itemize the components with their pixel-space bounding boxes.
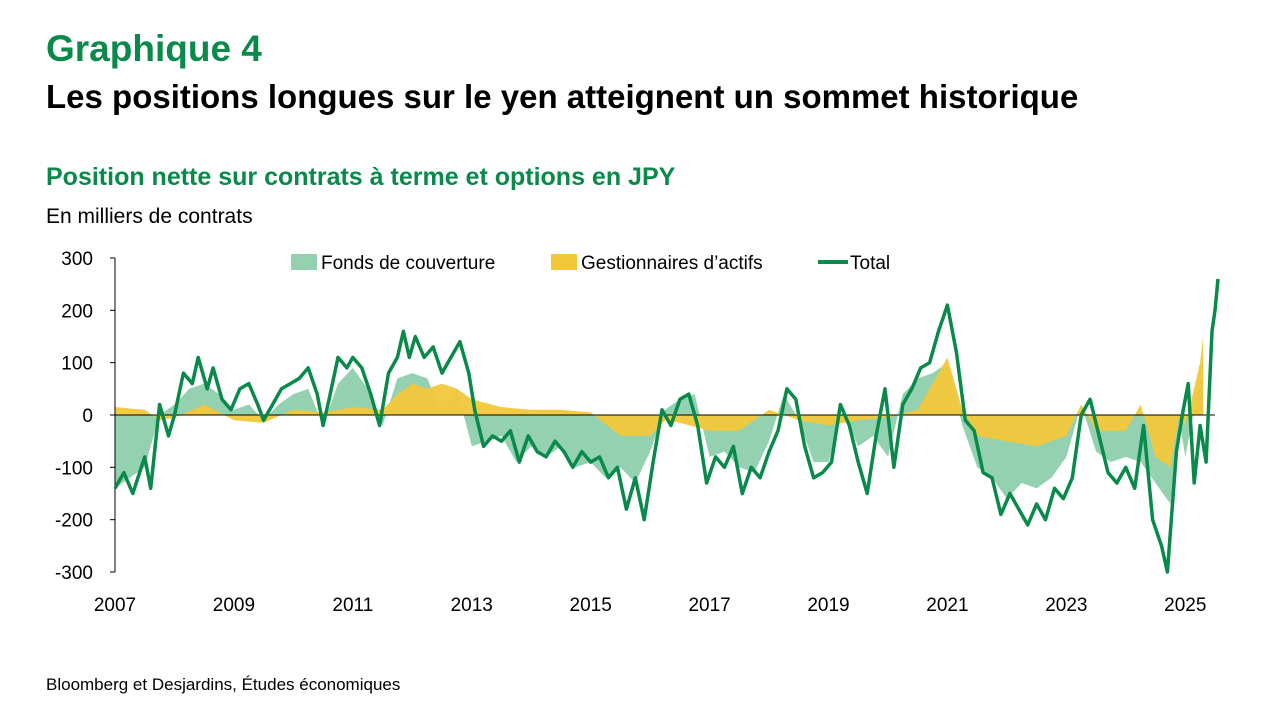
legend-swatch-asset-managers [551,254,577,270]
source-note: Bloomberg et Desjardins, Études économiq… [46,675,401,694]
x-tick-label: 2007 [94,595,136,616]
legend-label-hedge-funds: Fonds de couverture [321,253,495,274]
legend-label-total: Total [850,253,890,274]
legend-swatch-hedge-funds [291,254,317,270]
unit-label: En milliers de contrats [46,205,253,228]
y-tick-label: 100 [61,354,93,375]
x-tick-label: 2009 [213,595,255,616]
y-tick-label: 200 [61,301,93,322]
x-tick-label: 2015 [570,595,612,616]
y-tick-label: -200 [55,511,93,532]
line-layer [113,278,1220,574]
x-tick-label: 2017 [688,595,730,616]
x-tick-label: 2011 [332,595,373,616]
chart-subtitle: Position nette sur contrats à terme et o… [46,163,676,191]
total-line [113,278,1220,574]
x-tick-label: 2021 [926,595,968,616]
y-tick-label: -300 [55,563,93,584]
x-tick-label: 2019 [807,595,849,616]
area-layer [115,336,1204,504]
y-tick-label: 0 [82,406,93,427]
legend: Fonds de couverture Gestionnaires d’actif… [291,253,890,274]
y-tick-label: 300 [61,249,93,270]
x-tick-label: 2013 [451,595,493,616]
x-tick-label: 2023 [1045,595,1087,616]
y-tick-label: -100 [55,458,93,479]
legend-label-asset-managers: Gestionnaires d’actifs [581,253,763,274]
x-tick-label: 2025 [1164,595,1206,616]
chart-label: Graphique 4 [46,28,262,69]
chart-title: Les positions longues sur le yen atteign… [46,78,1079,115]
